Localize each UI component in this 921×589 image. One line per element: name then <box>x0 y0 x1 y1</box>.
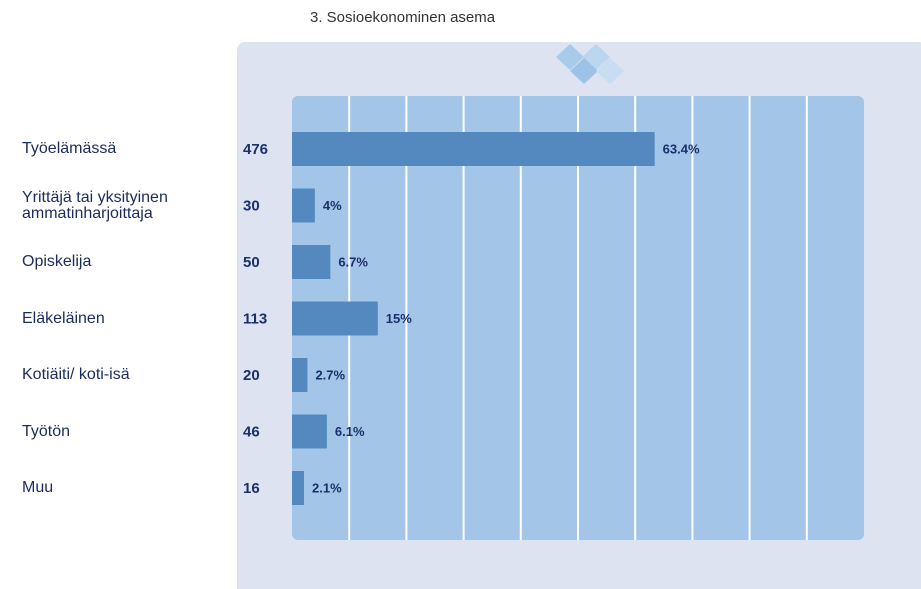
category-label: Työelämässä <box>22 140 117 157</box>
bar <box>292 471 305 505</box>
category-label: Eläkeläinen <box>22 309 105 327</box>
count-label: 16 <box>243 480 260 497</box>
value-label: 6.1% <box>335 424 365 439</box>
decoration <box>556 44 624 84</box>
category-label: Kotiäiti/ koti-isä <box>22 366 130 383</box>
value-label: 4% <box>323 198 342 213</box>
value-label: 2.1% <box>312 480 342 495</box>
count-label: 50 <box>243 254 260 271</box>
bar <box>292 132 655 166</box>
bar <box>292 301 378 336</box>
value-label: 63.4% <box>663 141 700 156</box>
chart-title: 3. Sosioekonominen asema <box>310 9 496 26</box>
bar <box>292 414 327 449</box>
value-label: 2.7% <box>315 367 345 382</box>
count-label: 113 <box>243 310 267 327</box>
bar <box>292 245 331 279</box>
category-label: Muu <box>22 479 54 496</box>
count-label: 20 <box>243 367 260 384</box>
count-label: 476 <box>243 141 268 158</box>
count-label: 46 <box>243 423 260 440</box>
value-label: 6.7% <box>338 254 368 269</box>
category-label: Työtön <box>22 422 71 440</box>
count-label: 30 <box>243 197 260 214</box>
category-label: Opiskelija <box>22 253 92 270</box>
bar <box>292 358 308 392</box>
category-label: Yrittäjä tai yksityinen ammatinharjoitta… <box>22 188 168 222</box>
bar <box>292 188 315 223</box>
value-label: 15% <box>386 311 412 326</box>
